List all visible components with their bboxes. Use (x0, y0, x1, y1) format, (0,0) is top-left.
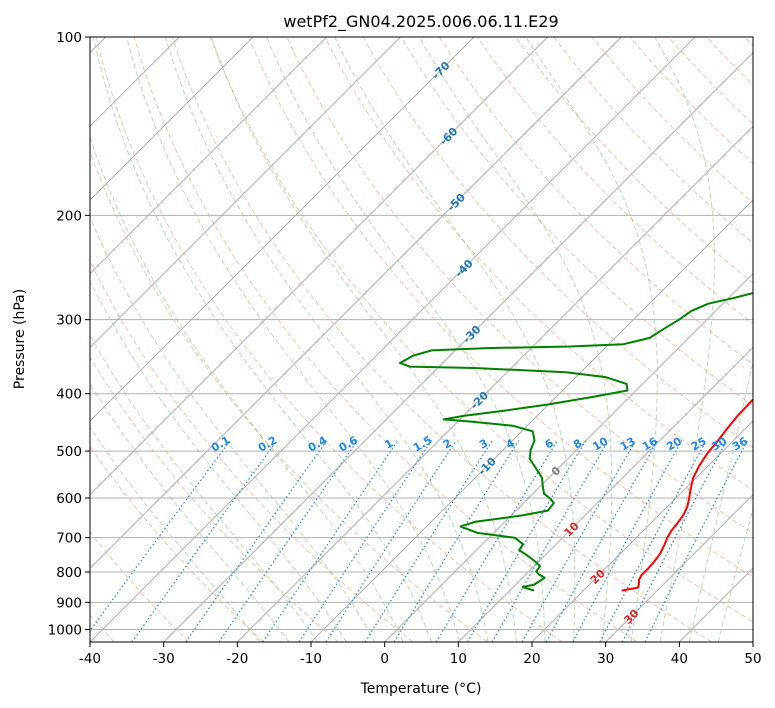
isotherm-line (384, 272, 753, 642)
pressure-gridlines (90, 37, 753, 630)
moist-adiabat (164, 37, 489, 642)
mixing-ratio-line (435, 440, 558, 642)
dry-adiabat (400, 37, 753, 407)
mixing-ratio-line (466, 440, 587, 642)
moist-adiabat (688, 358, 753, 642)
dry-adiabat (591, 37, 753, 204)
mixing-ratio-line (545, 440, 659, 642)
mixing-ratio-line (185, 440, 328, 642)
x-tick-label: -10 (300, 651, 322, 667)
moist-adiabat (90, 334, 319, 642)
mixing-ratio-lines (90, 440, 748, 642)
dewpoint-profile-line (399, 292, 753, 592)
isotherm-line (605, 493, 753, 642)
x-axis-ticks: -40 -30 -20 -10 0 10 20 30 40 50 (79, 642, 762, 667)
x-axis-label: Temperature (°C) (360, 681, 482, 697)
mixing-ratio-line (644, 440, 748, 642)
moist-adiabat (266, 37, 546, 642)
mixing-ratio-line (298, 440, 432, 642)
y-tick-label: 900 (56, 595, 82, 611)
mixing-ratio-line (364, 440, 493, 642)
sounding-profiles (399, 292, 753, 592)
chart-title: wetPf2_GN04.2025.006.06.11.E29 (283, 12, 558, 32)
y-tick-label: 800 (56, 565, 82, 581)
y-axis-label: Pressure (hPa) (12, 289, 28, 389)
isotherm-line (531, 420, 753, 642)
y-axis-ticks: 100 200 300 400 500 600 700 800 900 1000 (48, 30, 90, 638)
dry-adiabat (438, 37, 753, 366)
isotherm-line (90, 37, 401, 349)
isotherm-line (90, 37, 328, 275)
isotherm-line (90, 37, 475, 422)
isotherm-line (90, 37, 254, 201)
mixing-ratio-line (393, 440, 520, 642)
mixing-ratio-line (572, 440, 683, 642)
isotherm-line (457, 346, 753, 642)
mixing-ratio-line (131, 440, 278, 642)
moist-adiabat (525, 37, 658, 642)
moist-adiabat (126, 37, 461, 642)
dry-adiabat (90, 356, 339, 642)
x-tick-label: -20 (226, 651, 248, 667)
dry-adiabat (171, 37, 712, 642)
isotherm-line (236, 125, 753, 642)
isotherm-line (90, 37, 549, 496)
moist-adiabat (92, 37, 432, 642)
x-tick-label: -30 (153, 651, 175, 667)
y-tick-label: 700 (56, 531, 82, 547)
isotherm-line (90, 37, 622, 570)
moist-adiabat (90, 279, 347, 642)
plot-frame (89, 36, 754, 643)
moist-adiabat (654, 37, 715, 642)
y-tick-label: 200 (56, 208, 82, 224)
mixing-ratio-line (491, 440, 609, 642)
dry-adiabat (90, 150, 488, 642)
x-tick-label: 10 (450, 651, 467, 667)
x-tick-label: 40 (671, 651, 688, 667)
dry-adiabat (95, 37, 563, 642)
dry-adiabat (248, 37, 753, 578)
isotherm-line (90, 37, 696, 642)
dry-adiabat (286, 37, 753, 534)
dry-adiabat (477, 37, 753, 325)
temperature-profile-line (621, 398, 753, 592)
dry-adiabat (90, 259, 414, 642)
moist-adiabat (334, 37, 576, 642)
mixing-ratio-line (325, 440, 457, 642)
y-tick-label: 500 (56, 444, 82, 460)
plot-area: -100-90-80-70-60-50-40-30-20-10010203040… (90, 37, 753, 642)
x-tick-label: 50 (744, 651, 761, 667)
x-tick-label: -40 (79, 651, 101, 667)
dry-adiabat (553, 37, 753, 244)
y-tick-label: 400 (56, 387, 82, 403)
x-tick-label: 30 (597, 651, 614, 667)
x-tick-label: 0 (380, 651, 389, 667)
x-tick-label: 20 (523, 651, 540, 667)
y-tick-label: 600 (56, 491, 82, 507)
moist-adiabats (90, 37, 753, 642)
y-tick-label: 1000 (48, 622, 82, 638)
moist-adiabat (90, 382, 290, 642)
mixing-ratio-line (262, 440, 399, 642)
isotherm-line (163, 51, 753, 642)
skewed-isotherms (90, 37, 753, 642)
isotherm-line (310, 199, 753, 642)
dry-adiabat (90, 531, 190, 642)
mixing-ratio-line (90, 440, 231, 632)
y-tick-label: 100 (56, 30, 82, 46)
moist-adiabat (90, 135, 404, 642)
mixing-ratio-line (521, 440, 637, 642)
dry-adiabat (133, 37, 638, 642)
dry-adiabat (210, 37, 753, 623)
dry-adiabat (324, 37, 753, 491)
y-tick-label: 300 (56, 313, 82, 329)
